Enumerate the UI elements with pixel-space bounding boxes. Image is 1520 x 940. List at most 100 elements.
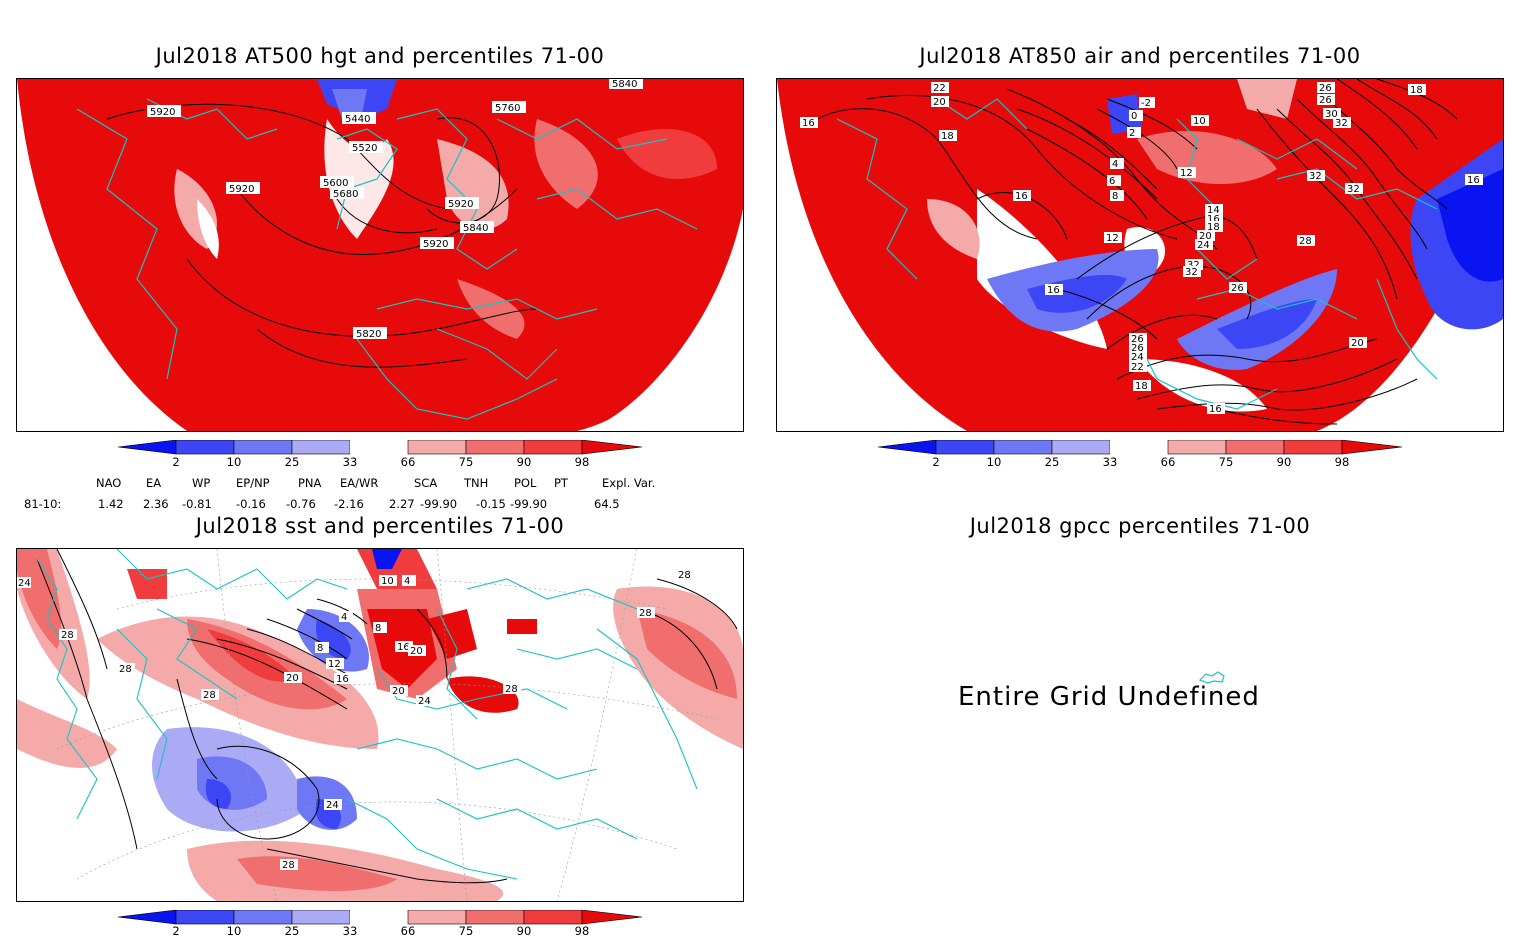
hgt500-label-5: 5600 [323,178,348,189]
air850-label: 32 [1187,260,1200,271]
hgt500-colorbar-svg [117,439,643,455]
hgt500-label-8: 5920 [229,184,254,195]
colorbar-tick: 2 [172,455,180,469]
air850-label: 26 [1131,334,1144,345]
colorbar-tick: 33 [342,924,358,938]
sst-map: 24 28 28 28 20 16 12 8 4 8 10 4 20 24 28… [16,548,744,902]
value-sca: 2.27 [389,497,415,511]
air850-label: 18 [1135,381,1148,392]
colorbar-tick: 33 [1102,455,1118,469]
air850-label: 20 [1351,338,1364,349]
air850-label: 28 [1299,236,1312,247]
sst-label: 20 [392,686,405,697]
row-label: 81-10: [24,497,62,511]
sst-label: 16 [336,674,349,685]
air850-label: 10 [1193,116,1206,127]
sst-label: 8 [317,643,323,654]
hgt500-label-10: 5840 [463,223,488,234]
colorbar-tick: 98 [1334,455,1350,469]
hgt500-label-6: 5680 [333,189,358,200]
colorbar-tick: 25 [284,455,300,469]
header-explvar: Expl. Var. [602,476,656,490]
colorbar-tick: 90 [516,455,532,469]
air850-colorbar-svg [877,439,1403,455]
colorbar-tick: 75 [458,924,474,938]
sst-label: 28 [203,690,216,701]
air850-label: 32 [1185,267,1198,278]
sst-label: 16 [397,642,410,653]
air850-label: 18 [941,131,954,142]
sst-label: 24 [18,578,31,589]
colorbar-tick: 25 [284,924,300,938]
value-pna: -0.76 [286,497,316,511]
colorbar-tick: 10 [986,455,1002,469]
air850-label: 4 [1112,159,1118,170]
air850-label: 16 [1015,191,1028,202]
colorbar-tick: 98 [574,924,590,938]
header-pol: POL [514,476,537,490]
gpcc-island-shape [1198,671,1225,684]
hgt500-label-1: 5920 [150,107,175,118]
value-explvar: 64.5 [594,497,620,511]
hgt500-title: Jul2018 AT500 hgt and percentiles 71-00 [155,44,605,68]
air850-label: 16 [1207,214,1220,225]
sst-colorbar-svg [117,909,643,925]
value-ea: 2.36 [143,497,169,511]
air850-label: 20 [1199,231,1212,242]
air850-label: 2 [1129,128,1135,139]
colorbar-tick: 98 [574,455,590,469]
hgt500-label-2: 5760 [495,103,520,114]
air850-label: -2 [1141,98,1151,109]
air850-label: 24 [1131,352,1144,363]
air850-label: 32 [1309,171,1322,182]
teleconnection-headers: NAO EA WP EP/NP PNA EA/WR SCA TNH POL PT… [0,476,700,490]
sst-label: 8 [375,623,381,634]
air850-label: 14 [1207,205,1220,216]
sst-label: 12 [328,659,341,670]
air850-label: 26 [1231,283,1244,294]
air850-label: 12 [1106,233,1119,244]
colorbar-tick: 10 [226,455,242,469]
header-pna: PNA [298,476,322,490]
colorbar-tick: 25 [1044,455,1060,469]
hgt500-label-3: 5440 [345,114,370,125]
air850-title: Jul2018 AT850 air and percentiles 71-00 [919,44,1361,68]
air850-label: 32 [1335,118,1348,129]
air850-label: 16 [1209,404,1222,415]
air850-label: 22 [933,83,946,94]
colorbar-tick: 66 [1160,455,1176,469]
colorbar-tick: 66 [400,455,416,469]
value-epnp: -0.16 [236,497,266,511]
air850-colorbar: 2 10 25 33 66 75 90 98 [877,439,1403,470]
hgt500-contour-labels: 5920 5760 5440 5520 5600 5680 5920 5920 … [147,79,643,340]
hgt500-map: 5920 5760 5440 5520 5600 5680 5920 5920 … [16,78,744,432]
sst-label: 24 [326,800,339,811]
sst-label: 10 [381,576,394,587]
air850-label: 18 [1410,85,1423,96]
header-nao: NAO [96,476,122,490]
air850-label: 18 [1207,222,1220,233]
colorbar-tick: 33 [342,455,358,469]
hgt500-colorbar: 2 10 25 33 66 75 90 98 [117,439,643,470]
sst-title: Jul2018 sst and percentiles 71-00 [195,514,565,538]
colorbar-tick: 75 [1218,455,1234,469]
air850-label: 6 [1109,176,1115,187]
colorbar-tick: 2 [172,924,180,938]
value-pol: -0.15 [476,497,506,511]
header-sca: SCA [414,476,438,490]
air850-label: 12 [1180,168,1193,179]
air850-label: 32 [1347,184,1360,195]
value-pt: -99.90 [510,497,548,511]
air850-label: 16 [1047,285,1060,296]
hgt500-label-12: 5840 [612,79,637,90]
header-epnp: EP/NP [236,476,270,490]
value-tnh: -99.90 [420,497,458,511]
hgt500-label-11: 5820 [356,329,381,340]
sst-label: 24 [418,696,431,707]
sst-contour-labels: 24 28 28 28 20 16 12 8 4 8 10 4 20 24 28… [17,569,694,871]
air850-label: 16 [1467,175,1480,186]
air850-map-svg: 22 20 18 16 -2 0 2 4 6 8 10 12 12 16 16 … [777,79,1503,431]
hgt500-label-9: 5920 [423,239,448,250]
teleconnection-values: 81-10: 1.42 2.36 -0.81 -0.16 -0.76 -2.16… [0,497,700,511]
colorbar-tick: 75 [458,455,474,469]
